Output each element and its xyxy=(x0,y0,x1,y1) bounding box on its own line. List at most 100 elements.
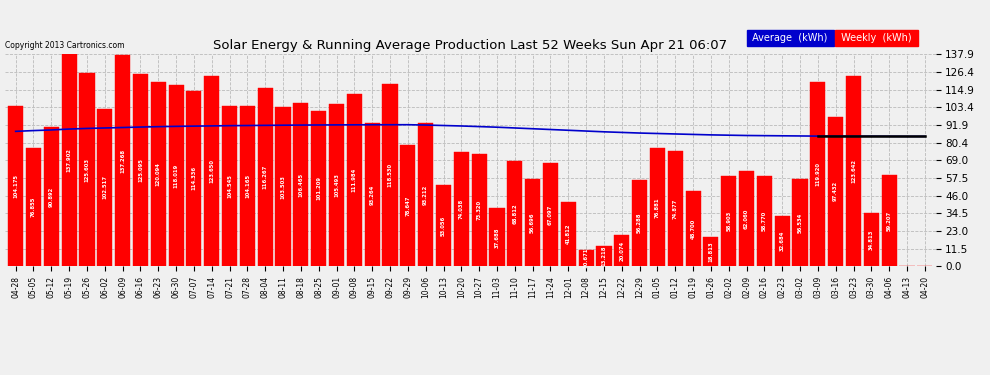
Text: 102.517: 102.517 xyxy=(102,176,107,200)
Bar xyxy=(614,236,630,266)
Bar xyxy=(792,179,808,266)
Bar xyxy=(756,176,772,266)
Bar xyxy=(882,175,897,266)
Bar xyxy=(543,163,558,266)
Text: 125.095: 125.095 xyxy=(138,158,143,182)
Bar xyxy=(507,160,523,266)
Bar xyxy=(596,246,612,266)
Text: 103.503: 103.503 xyxy=(280,175,285,199)
Text: 13.218: 13.218 xyxy=(602,246,607,266)
Text: 67.097: 67.097 xyxy=(548,205,553,225)
Text: 10.671: 10.671 xyxy=(584,248,589,268)
Bar xyxy=(471,154,487,266)
Text: 123.642: 123.642 xyxy=(851,159,856,183)
Text: 58.770: 58.770 xyxy=(762,211,767,231)
Text: 119.920: 119.920 xyxy=(816,162,821,186)
Text: 97.432: 97.432 xyxy=(834,182,839,201)
Text: 90.892: 90.892 xyxy=(49,186,53,207)
Text: 56.288: 56.288 xyxy=(638,213,643,233)
Text: 74.038: 74.038 xyxy=(458,199,464,219)
Bar xyxy=(240,106,255,266)
Bar xyxy=(685,191,701,266)
Bar xyxy=(61,54,76,266)
Text: 104.545: 104.545 xyxy=(227,174,232,198)
Text: 137.268: 137.268 xyxy=(120,149,125,173)
Text: 120.094: 120.094 xyxy=(155,162,160,186)
Bar xyxy=(79,73,94,266)
Text: 32.684: 32.684 xyxy=(780,231,785,251)
Text: 76.855: 76.855 xyxy=(31,197,36,217)
Bar xyxy=(382,84,398,266)
Text: 34.813: 34.813 xyxy=(869,230,874,250)
Text: 116.267: 116.267 xyxy=(262,165,267,189)
Text: 137.902: 137.902 xyxy=(66,148,71,172)
Bar xyxy=(864,213,879,266)
Bar xyxy=(810,82,826,266)
Text: Weekly  (kWh): Weekly (kWh) xyxy=(838,33,915,43)
Text: 114.336: 114.336 xyxy=(191,166,196,190)
Text: 37.688: 37.688 xyxy=(494,227,500,248)
Text: 123.650: 123.650 xyxy=(209,159,214,183)
Bar xyxy=(649,148,665,266)
Text: 104.175: 104.175 xyxy=(13,174,18,198)
Text: 105.493: 105.493 xyxy=(334,173,339,197)
Text: Average  (kWh): Average (kWh) xyxy=(749,33,831,43)
Bar xyxy=(525,179,541,266)
Text: 111.984: 111.984 xyxy=(351,168,356,192)
Bar xyxy=(311,111,327,266)
Text: 20.074: 20.074 xyxy=(620,241,625,261)
Bar xyxy=(667,151,683,266)
Bar xyxy=(436,185,451,266)
Bar xyxy=(8,106,23,266)
Text: 53.056: 53.056 xyxy=(441,215,446,236)
Bar xyxy=(632,180,647,266)
Text: 118.530: 118.530 xyxy=(387,163,392,187)
Text: 56.534: 56.534 xyxy=(798,213,803,233)
Text: 93.264: 93.264 xyxy=(369,184,374,205)
Text: 93.212: 93.212 xyxy=(423,184,429,205)
Text: 125.603: 125.603 xyxy=(84,158,89,182)
Bar xyxy=(846,76,861,266)
Bar xyxy=(115,56,131,266)
Text: 48.700: 48.700 xyxy=(691,219,696,239)
Bar xyxy=(222,106,238,266)
Bar xyxy=(774,216,790,266)
Bar xyxy=(489,209,505,266)
Title: Solar Energy & Running Average Production Last 52 Weeks Sun Apr 21 06:07: Solar Energy & Running Average Productio… xyxy=(213,39,728,52)
Bar xyxy=(329,104,345,266)
Text: 106.465: 106.465 xyxy=(298,172,303,196)
Bar xyxy=(721,176,737,266)
Bar xyxy=(560,202,576,266)
Bar xyxy=(133,74,148,266)
Bar xyxy=(739,171,754,266)
Bar xyxy=(257,88,273,266)
Bar xyxy=(829,117,843,266)
Text: 59.207: 59.207 xyxy=(887,211,892,231)
Bar xyxy=(346,94,362,266)
Bar xyxy=(168,85,184,266)
Text: 68.812: 68.812 xyxy=(512,203,518,224)
Bar xyxy=(44,127,58,266)
Bar xyxy=(364,123,380,266)
Text: Copyright 2013 Cartronics.com: Copyright 2013 Cartronics.com xyxy=(5,41,125,50)
Text: 78.647: 78.647 xyxy=(405,196,410,216)
Bar xyxy=(418,123,434,266)
Bar xyxy=(578,250,594,266)
Bar xyxy=(275,107,291,266)
Bar xyxy=(453,153,469,266)
Text: 62.060: 62.060 xyxy=(744,209,749,229)
Text: 104.165: 104.165 xyxy=(245,174,249,198)
Text: 56.696: 56.696 xyxy=(531,213,536,233)
Bar xyxy=(204,76,220,266)
Text: 76.881: 76.881 xyxy=(655,197,660,217)
Bar xyxy=(150,82,166,266)
Text: 41.812: 41.812 xyxy=(566,224,571,245)
Text: 18.813: 18.813 xyxy=(709,242,714,262)
Bar xyxy=(703,237,719,266)
Text: 73.320: 73.320 xyxy=(476,200,482,220)
Bar xyxy=(26,148,41,266)
Bar xyxy=(97,109,112,266)
Bar xyxy=(400,146,416,266)
Bar xyxy=(293,103,309,266)
Text: 74.877: 74.877 xyxy=(673,199,678,219)
